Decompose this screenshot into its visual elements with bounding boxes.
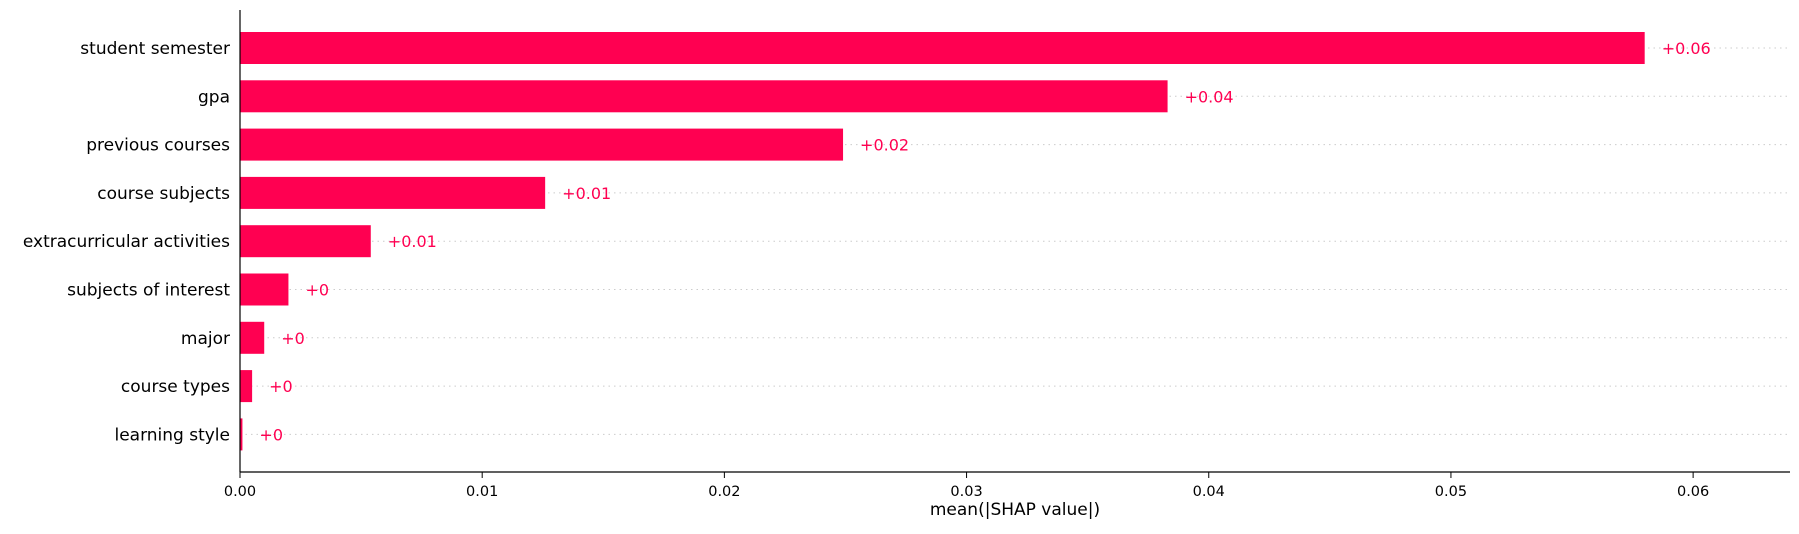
bar bbox=[240, 321, 265, 354]
value-label: +0 bbox=[305, 281, 329, 300]
bar bbox=[240, 273, 289, 306]
value-label: +0 bbox=[259, 425, 283, 444]
value-label: +0.01 bbox=[562, 184, 611, 203]
value-label: +0.04 bbox=[1185, 87, 1234, 106]
bar-layer bbox=[240, 32, 1645, 451]
bar bbox=[240, 32, 1645, 64]
bar bbox=[240, 128, 844, 161]
category-label: course types bbox=[121, 377, 230, 397]
x-tick-layer: 0.00 0.01 0.02 0.03 0.04 0.05 0.06 bbox=[224, 472, 1709, 500]
value-label: +0 bbox=[269, 377, 293, 396]
category-label: student semester bbox=[80, 39, 230, 59]
value-label: +0.02 bbox=[860, 136, 909, 155]
x-axis-title: mean(|SHAP value|) bbox=[930, 500, 1100, 520]
category-label: extracurricular activities bbox=[23, 232, 230, 252]
x-tick-label: 0.03 bbox=[950, 484, 982, 500]
bar bbox=[240, 80, 1168, 113]
axis-layer bbox=[239, 10, 1790, 473]
category-label: subjects of interest bbox=[67, 281, 230, 301]
bar bbox=[240, 225, 371, 258]
bar bbox=[240, 176, 546, 209]
category-label: previous courses bbox=[86, 136, 230, 156]
x-tick-label: 0.06 bbox=[1677, 484, 1709, 500]
value-label: +0 bbox=[281, 329, 305, 348]
x-tick-label: 0.04 bbox=[1193, 484, 1225, 500]
x-tick-label: 0.05 bbox=[1435, 484, 1467, 500]
category-label: learning style bbox=[114, 425, 230, 445]
bar bbox=[240, 370, 253, 403]
value-label: +0.01 bbox=[388, 232, 437, 251]
value-label-layer: +0.06 +0.04 +0.02 +0.01 +0.01 +0 +0 +0 +0 bbox=[259, 39, 1710, 444]
category-label-layer: student semester gpa previous courses cours… bbox=[23, 39, 230, 445]
bar bbox=[240, 418, 243, 451]
x-tick-label: 0.02 bbox=[708, 484, 740, 500]
category-label: major bbox=[181, 329, 230, 349]
category-label: course subjects bbox=[97, 184, 230, 204]
category-label: gpa bbox=[198, 87, 230, 107]
x-tick-label: 0.01 bbox=[466, 484, 498, 500]
value-label: +0.06 bbox=[1662, 39, 1711, 58]
x-tick-label: 0.00 bbox=[224, 484, 256, 500]
